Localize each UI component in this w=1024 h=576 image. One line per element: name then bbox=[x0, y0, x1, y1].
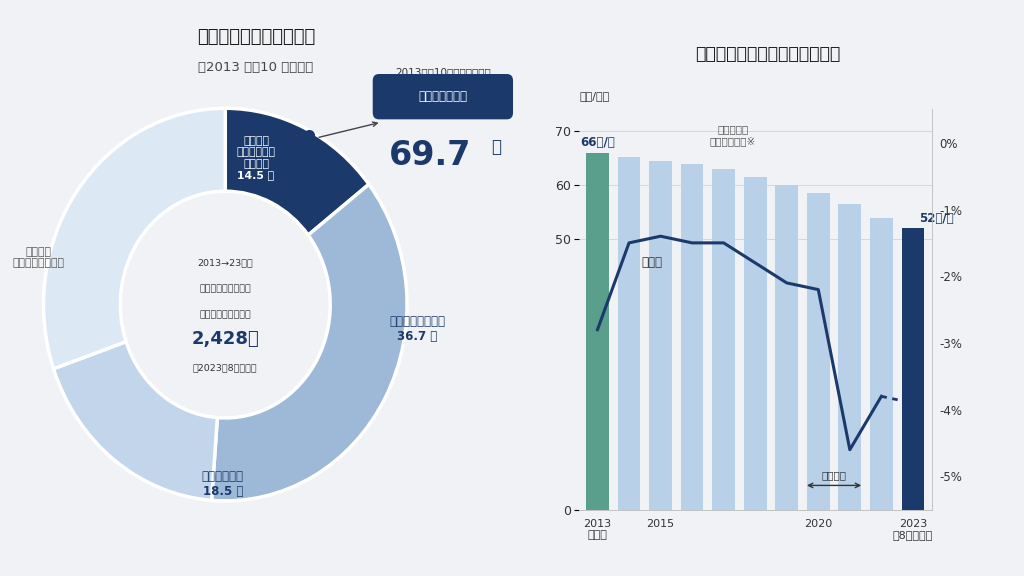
Text: 2013年（10年前）に比べて: 2013年（10年前）に比べて bbox=[395, 67, 490, 77]
Text: ％: ％ bbox=[492, 138, 502, 156]
Text: 66人/社: 66人/社 bbox=[581, 136, 614, 149]
Bar bbox=[839, 204, 861, 510]
Wedge shape bbox=[225, 108, 369, 235]
Text: 減少率が
「５割以上」
（半減）
14.5 ％: 減少率が 「５割以上」 （半減） 14.5 ％ bbox=[237, 136, 275, 180]
Text: 従業員数
「維持」「増加」: 従業員数 「維持」「増加」 bbox=[12, 247, 65, 268]
Wedge shape bbox=[53, 342, 217, 501]
Text: 52人/社: 52人/社 bbox=[920, 211, 953, 225]
Wedge shape bbox=[44, 108, 225, 369]
Text: 前年比: 前年比 bbox=[642, 256, 663, 270]
Bar bbox=[901, 229, 925, 510]
Wedge shape bbox=[212, 184, 407, 501]
Text: タクシー・ハイヤー: タクシー・ハイヤー bbox=[200, 310, 251, 319]
Text: 69.7: 69.7 bbox=[389, 139, 471, 172]
Text: 従業員数が判明した: 従業員数が判明した bbox=[200, 285, 251, 294]
Text: 「２割未満」
18.5 ％: 「２割未満」 18.5 ％ bbox=[202, 470, 244, 498]
Text: タクシー１社あたりの従業員数: タクシー１社あたりの従業員数 bbox=[695, 45, 841, 63]
Bar bbox=[775, 185, 798, 510]
Bar bbox=[870, 218, 893, 510]
Text: （2023年8月時点）: （2023年8月時点） bbox=[193, 363, 258, 373]
Text: タクシー会社の人手状況: タクシー会社の人手状況 bbox=[197, 28, 315, 46]
Bar bbox=[649, 161, 672, 510]
Text: １社あたり
従業員数平均※: １社あたり 従業員数平均※ bbox=[710, 124, 757, 146]
Bar bbox=[617, 157, 640, 510]
Text: コロナ禍: コロナ禍 bbox=[821, 470, 847, 480]
Text: 2013→23年の: 2013→23年の bbox=[198, 259, 253, 268]
Text: 「２－５割未満」
36.7 ％: 「２－５割未満」 36.7 ％ bbox=[389, 316, 445, 343]
Text: （人/社）: （人/社） bbox=[580, 92, 609, 101]
Bar bbox=[681, 164, 703, 510]
Text: 人手が「減少」: 人手が「減少」 bbox=[419, 90, 467, 103]
Text: 2,428社: 2,428社 bbox=[191, 330, 259, 348]
Bar bbox=[807, 194, 829, 510]
FancyBboxPatch shape bbox=[373, 74, 513, 119]
Bar bbox=[586, 153, 609, 510]
Bar bbox=[713, 169, 735, 510]
Text: （2013 年＝10 年前比）: （2013 年＝10 年前比） bbox=[199, 61, 313, 74]
Bar bbox=[743, 177, 767, 510]
